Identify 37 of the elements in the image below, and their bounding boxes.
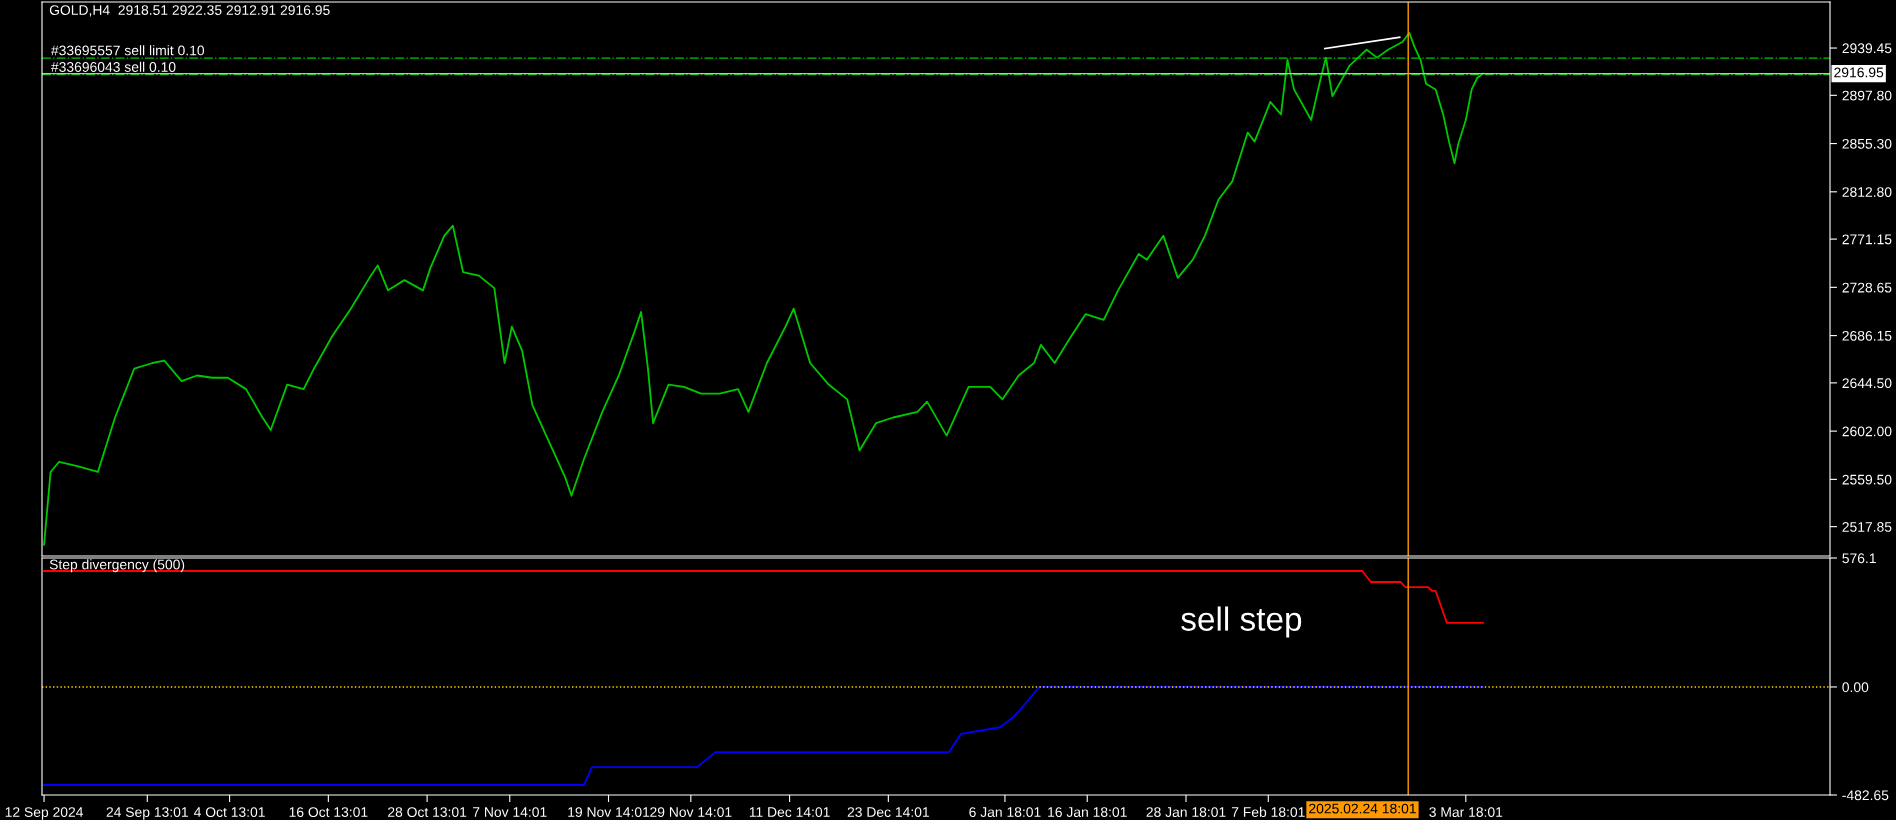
y-tick-label: 2728.65 — [1842, 282, 1892, 293]
y-tick-label: 2517.85 — [1842, 521, 1892, 532]
y-tick-label: 2559.50 — [1842, 474, 1892, 485]
y-tick-label: -482.65 — [1842, 790, 1889, 801]
x-tick-label: 19 Nov 14:01 — [568, 807, 650, 818]
x-tick-label: 3 Mar 18:01 — [1429, 807, 1503, 818]
x-tick-label: 23 Dec 14:01 — [847, 807, 929, 818]
y-tick-label: 2602.00 — [1842, 426, 1892, 437]
x-tick-label: 7 Nov 14:01 — [473, 807, 547, 818]
x-tick-label: 4 Oct 13:01 — [194, 807, 265, 818]
y-tick-label: 576.1 — [1842, 553, 1876, 564]
ref-line-label: 2916.95 — [1834, 67, 1884, 78]
x-tick-label: 11 Dec 14:01 — [749, 807, 830, 818]
x-tick-label: 16 Oct 13:01 — [289, 807, 368, 818]
y-tick-label: 2644.50 — [1842, 378, 1892, 389]
x-tick-label: 16 Jan 18:01 — [1048, 807, 1127, 818]
y-tick-label: 2897.80 — [1842, 90, 1892, 101]
x-tick-label: 6 Jan 18:01 — [969, 807, 1041, 818]
x-tick-label: 7 Feb 18:01 — [1231, 806, 1305, 818]
ref-line-label: #33695557 sell limit 0.10 — [51, 45, 205, 56]
chart-title: Step divergency (500) — [49, 559, 185, 573]
y-tick-label: 2812.80 — [1842, 187, 1892, 197]
chart-title: GOLD,H4 2918.51 2922.35 2912.91 2916.95 — [49, 5, 330, 17]
annotation: sell step — [1181, 606, 1302, 638]
y-tick-label: 2855.30 — [1842, 138, 1892, 149]
x-tick-label: 24 Sep 13:01 — [106, 807, 188, 820]
y-tick-label: 2686.15 — [1842, 330, 1892, 341]
x-tick-label: 28 Jan 18:01 — [1146, 807, 1226, 818]
y-tick-label: 2771.15 — [1842, 234, 1892, 245]
y-tick-label: 2939.45 — [1842, 43, 1892, 54]
line-series — [43, 686, 1484, 786]
x-tick-label: 12 Sep 2024 — [5, 807, 84, 820]
ref-line-label: #33696043 sell 0.10 — [51, 61, 176, 72]
x-tick-label: 29 Nov 14:01 — [650, 807, 732, 818]
y-tick-label: 0.00 — [1842, 682, 1869, 693]
x-tick-label: 28 Oct 13:01 — [388, 807, 467, 818]
ref-line-label: 2025.02.24 18:01 — [1309, 803, 1416, 814]
